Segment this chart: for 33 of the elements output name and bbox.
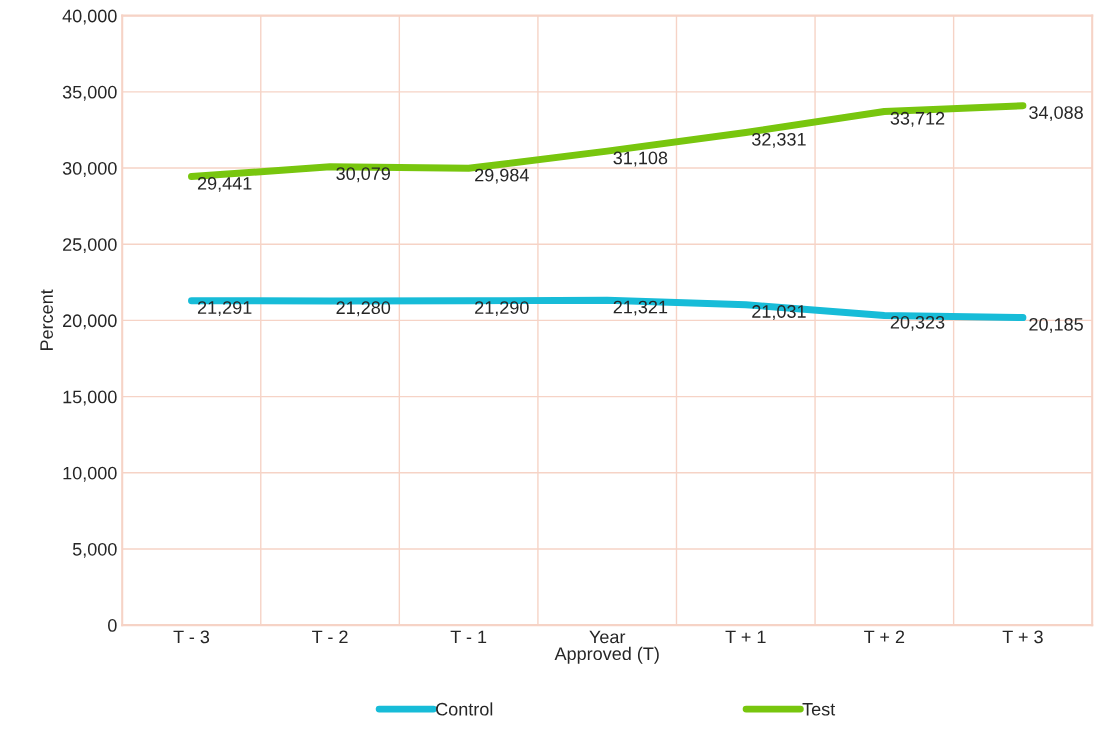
y-tick-label: 30,000 <box>62 161 117 177</box>
data-label: 33,712 <box>890 111 945 127</box>
data-label: 31,108 <box>613 151 668 167</box>
y-tick-label: 20,000 <box>63 314 117 330</box>
y-tick-label: 10,000 <box>63 466 117 482</box>
data-label: 32,331 <box>752 132 806 148</box>
data-label: 21,290 <box>475 301 529 317</box>
x-tick-label: T + 3 <box>1002 630 1043 644</box>
x-tick-label: T - 1 <box>450 630 487 644</box>
x-tick-label: T - 2 <box>312 630 348 644</box>
data-label: 21,291 <box>197 301 252 317</box>
legend-label: Control <box>436 702 493 716</box>
x-tick-label: Year <box>589 630 626 644</box>
data-label: 21,280 <box>336 301 391 317</box>
x-tick-label: T + 2 <box>864 630 905 644</box>
data-label: 29,441 <box>197 176 252 192</box>
y-tick-label: 25,000 <box>63 238 117 254</box>
data-label: 20,185 <box>1029 317 1083 333</box>
legend-label: Test <box>802 703 836 716</box>
data-label: 21,321 <box>613 300 668 316</box>
data-label: 30,079 <box>336 167 390 183</box>
data-label: 29,984 <box>475 168 529 184</box>
y-tick-label: 5,000 <box>72 542 117 558</box>
y-tick-label: 40,000 <box>62 9 117 25</box>
x-axis-title: Approved (T) <box>554 646 659 664</box>
y-tick-label: 35,000 <box>62 85 117 101</box>
x-tick-label: T + 1 <box>725 630 766 644</box>
data-label: 34,088 <box>1029 106 1083 122</box>
y-tick-label: 15,000 <box>63 390 117 406</box>
y-tick-label: 0 <box>108 619 117 632</box>
y-axis-title: Percent <box>40 289 54 351</box>
x-tick-label: T - 3 <box>173 630 210 644</box>
data-label: 20,323 <box>890 315 945 331</box>
